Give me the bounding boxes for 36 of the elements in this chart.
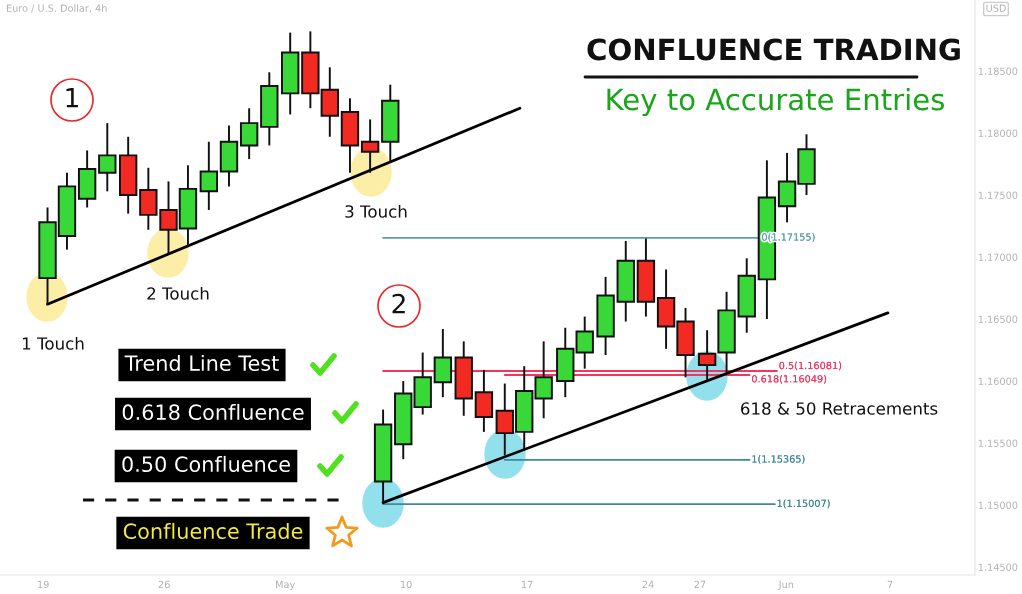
- series-label: 1(1.15007): [777, 499, 830, 509]
- x-tick-label: 27: [694, 580, 706, 588]
- series-label: 0.618(1.16049): [751, 374, 827, 384]
- series-label: 0.5(1.16081): [779, 361, 842, 371]
- y-tick-label: 1.16000: [978, 377, 1018, 385]
- y-tick-label: 1.17000: [978, 253, 1018, 261]
- x-tick-label: Jun: [778, 580, 794, 590]
- annotation: 2 Touch: [147, 286, 209, 300]
- x-tick-label: 10: [401, 580, 412, 589]
- x-tick-label: 17: [521, 580, 533, 588]
- annotation: 1 Touch: [22, 336, 84, 350]
- y-tick-label: 1.15000: [978, 501, 1018, 509]
- annotation: 2: [392, 293, 405, 314]
- text: Key to Accurate Entries: [607, 87, 944, 117]
- annotation: 0.618 Confluence: [122, 403, 304, 421]
- text: USD: [986, 4, 1006, 12]
- y-tick-label: 1.15500: [978, 439, 1018, 447]
- annotation: 618 & 50 Retracements: [741, 402, 938, 415]
- x-tick-label: 19: [38, 580, 49, 589]
- annotation: 0.50 Confluence: [122, 455, 290, 473]
- y-tick-label: 1.16500: [978, 315, 1018, 323]
- x-tick-label: 24: [642, 580, 654, 588]
- annotation: Euro / U.S. Dollar, 4h: [6, 4, 107, 13]
- annotation: 3 Touch: [345, 204, 407, 218]
- y-tick-label: 1.18500: [978, 67, 1018, 75]
- y-tick-label: 1.18000: [978, 129, 1018, 137]
- x-tick-label: 26: [158, 580, 170, 589]
- y-tick-label: 1.17500: [978, 191, 1018, 199]
- series-label: 1(1.15365): [752, 455, 805, 464]
- annotation: 1: [66, 88, 78, 108]
- x-tick-label: 7: [887, 580, 893, 588]
- text: CONFLUENCE TRADING: [587, 38, 960, 61]
- annotation: Trend Line Test: [124, 354, 279, 372]
- x-tick-label: May: [276, 580, 295, 590]
- y-tick-label: 1.14500: [978, 563, 1018, 571]
- annotation: Confluence Trade: [123, 522, 303, 540]
